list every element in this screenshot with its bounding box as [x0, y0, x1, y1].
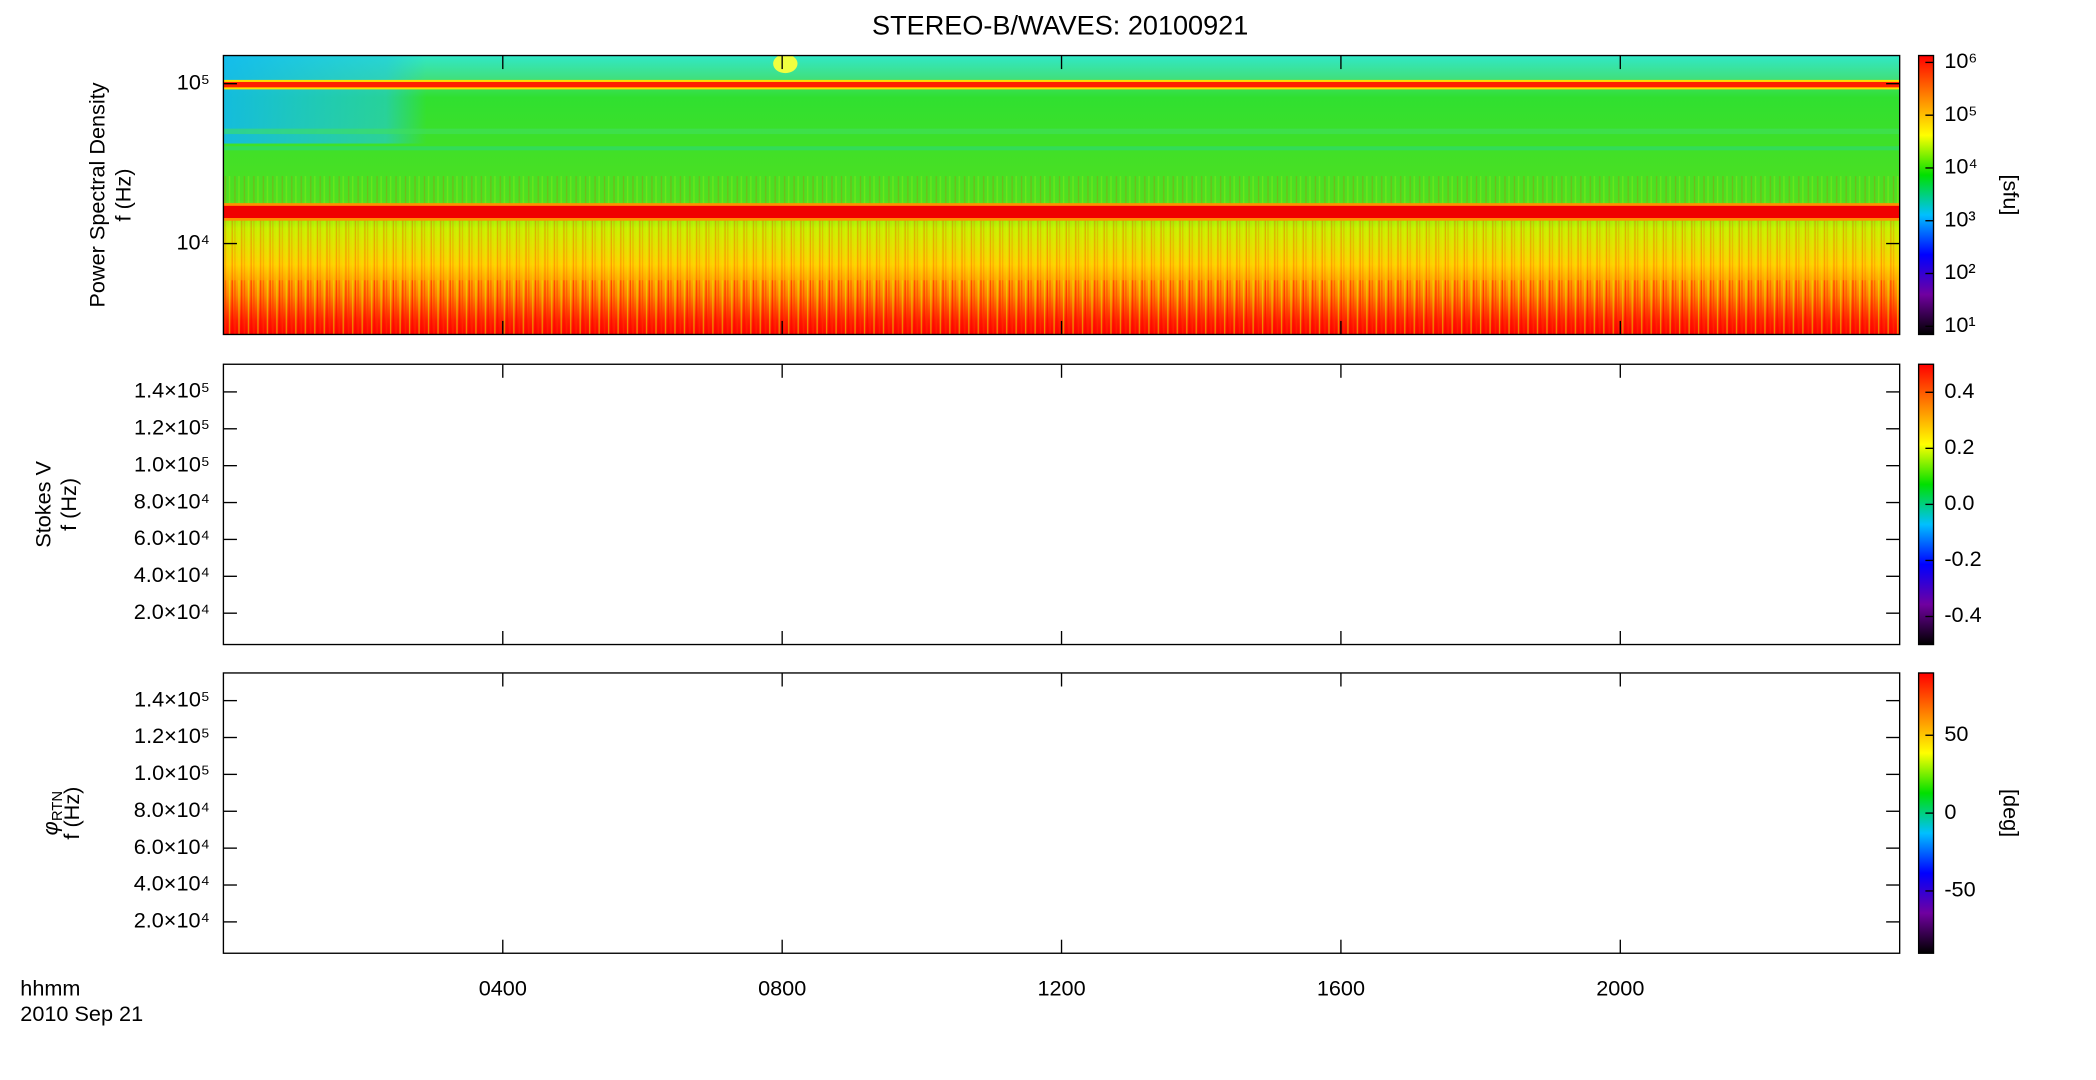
colorbar-tick-label: 10⁴ [1944, 154, 1977, 179]
y-tick-label: 4.0×10⁴ [134, 562, 210, 587]
y-tick-label: 8.0×10⁴ [134, 797, 210, 822]
y-axis-unit: f (Hz) [56, 478, 81, 531]
y-tick-label: 6.0×10⁴ [134, 525, 210, 550]
y-tick-label: 1.2×10⁵ [134, 723, 210, 748]
y-tick-label: 4.0×10⁴ [134, 871, 210, 896]
y-tick-label: 10⁵ [177, 69, 210, 94]
y-axis-label: Stokes V [30, 461, 55, 548]
colorbar-tick-label: -50 [1944, 877, 1975, 902]
y-tick-label: 1.4×10⁵ [134, 378, 210, 403]
colorbar [1917, 54, 1935, 336]
colorbar-label: [deg] [1999, 789, 2024, 837]
colorbar-tick-label: 10⁵ [1944, 101, 1977, 126]
y-axis-label-subscript: RTN [50, 791, 66, 821]
colorbar-tick-label: 10³ [1944, 206, 1975, 231]
y-axis-label-symbol: φ [37, 821, 62, 835]
colorbar-tick-label: 0 [1944, 799, 1956, 824]
spectrogram-image [223, 55, 1900, 335]
panel-frame [222, 672, 1901, 954]
y-tick-label: 2.0×10⁴ [134, 908, 210, 933]
y-tick-label: 6.0×10⁴ [134, 834, 210, 859]
x-tick-label: 0800 [758, 976, 806, 1001]
x-tick-label: 1200 [1037, 976, 1085, 1001]
y-tick-label: 1.0×10⁵ [134, 451, 210, 476]
y-tick-label: 1.2×10⁵ [134, 415, 210, 440]
chart-title: STEREO-B/WAVES: 20100921 [872, 9, 1248, 40]
x-tick-label: 2000 [1596, 976, 1644, 1001]
colorbar-tick-label: 10¹ [1944, 312, 1975, 337]
colorbar-tick-label: -0.2 [1944, 546, 1981, 571]
x-tick-label: 1600 [1317, 976, 1365, 1001]
colorbar-label: [sfu] [1999, 175, 2024, 216]
y-tick-label: 1.0×10⁵ [134, 760, 210, 785]
colorbar-tick-label: 0.0 [1944, 490, 1974, 515]
colorbar-tick-label: 0.4 [1944, 378, 1974, 403]
y-tick-label: 1.4×10⁵ [134, 686, 210, 711]
x-tick-label: 0400 [479, 976, 527, 1001]
y-tick-label: 10⁴ [176, 229, 209, 254]
colorbar-tick-label: 0.2 [1944, 434, 1974, 459]
y-tick-label: 2.0×10⁴ [134, 599, 210, 624]
colorbar-tick-label: 50 [1944, 721, 1968, 746]
colorbar-tick-label: -0.4 [1944, 602, 1981, 627]
y-axis-unit: f (Hz) [59, 787, 84, 840]
date-label: 2010 Sep 21 [20, 1001, 143, 1026]
y-axis-label: φRTN [37, 791, 66, 835]
y-tick-label: 8.0×10⁴ [134, 488, 210, 513]
colorbar-tick-label: 10² [1944, 259, 1975, 284]
x-axis-label: hhmm [20, 976, 80, 1001]
panel-frame [222, 363, 1901, 646]
y-axis-unit: f (Hz) [110, 169, 135, 222]
y-axis-label: Power Spectral Density [85, 82, 110, 307]
colorbar-tick-label: 10⁶ [1944, 48, 1977, 73]
